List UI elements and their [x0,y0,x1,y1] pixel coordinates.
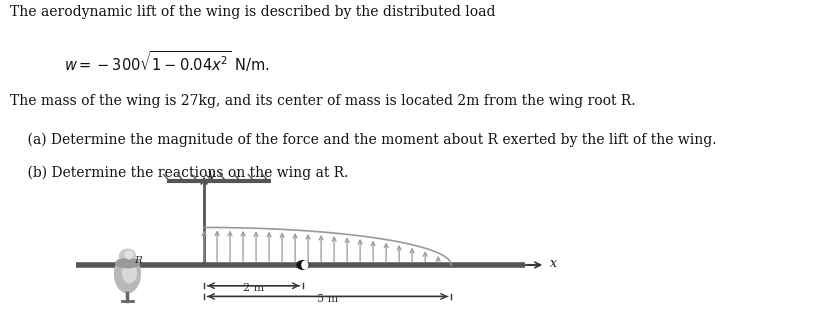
Ellipse shape [120,249,135,263]
Text: (b) Determine the reactions on the wing at R.: (b) Determine the reactions on the wing … [10,165,348,180]
Text: The aerodynamic lift of the wing is described by the distributed load: The aerodynamic lift of the wing is desc… [10,5,495,19]
Text: (a) Determine the magnitude of the force and the moment about R exerted by the l: (a) Determine the magnitude of the force… [10,132,716,147]
Text: y: y [208,168,214,181]
Text: 5 m: 5 m [317,294,338,304]
Ellipse shape [125,251,133,259]
Text: R: R [135,256,142,265]
Text: 2 m: 2 m [243,283,264,294]
Ellipse shape [116,259,140,268]
Text: The mass of the wing is 27kg, and its center of mass is located 2m from the wing: The mass of the wing is 27kg, and its ce… [10,94,635,108]
Text: x: x [550,257,557,270]
Ellipse shape [122,263,136,283]
Circle shape [297,261,309,269]
Ellipse shape [115,255,140,293]
Text: $w = -300\sqrt{1-0.04x^2}\ \mathrm{N/m}.$: $w = -300\sqrt{1-0.04x^2}\ \mathrm{N/m}.… [64,49,269,74]
Ellipse shape [302,261,308,269]
